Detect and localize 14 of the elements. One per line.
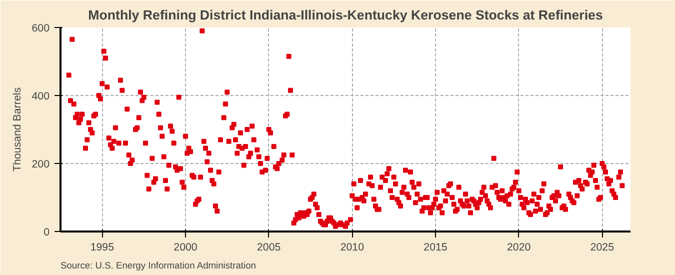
x-tick-label: 2010 — [340, 242, 364, 254]
y-tick-label: 200 — [32, 158, 50, 170]
x-tick-label: 1995 — [90, 242, 114, 254]
x-tick-label: 2025 — [590, 242, 614, 254]
source-note: Source: U.S. Energy Information Administration — [60, 260, 256, 270]
y-tick-label: 600 — [32, 22, 50, 34]
x-tick-label: 2005 — [256, 242, 281, 254]
x-tick-label: 2015 — [424, 242, 448, 254]
y-tick-label: 0 — [44, 226, 50, 238]
y-axis-title: Thousand Barrels — [12, 87, 24, 172]
x-tick-label: 2000 — [174, 242, 198, 254]
x-tick-label: 2020 — [506, 242, 531, 254]
chart-title: Monthly Refining District Indiana-Illinois-Kentucky Kerosene Stocks at Refineries — [88, 8, 603, 22]
y-tick-label: 400 — [32, 90, 50, 102]
